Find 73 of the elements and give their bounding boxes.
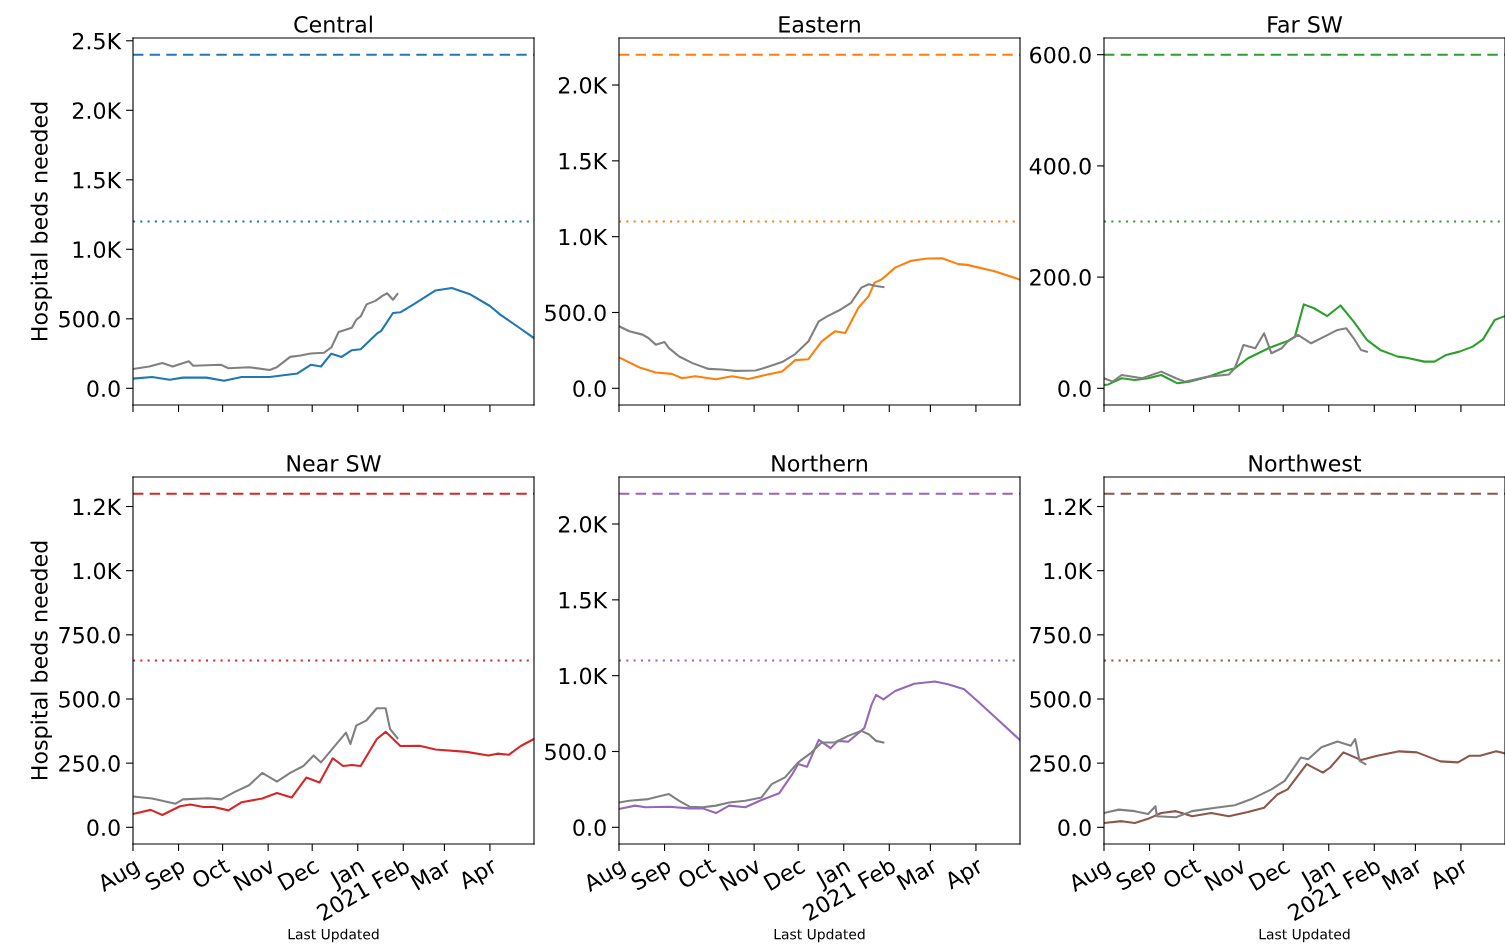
y-tick-label: 250.0	[59, 755, 120, 772]
y-tick-label: 1.0K	[559, 667, 608, 685]
x-tick-label: Mar	[410, 856, 453, 891]
x-axis-title: Last Updated	[1259, 928, 1350, 943]
y-axis-title: Hospital beds needed	[30, 102, 53, 341]
x-tick-label: Oct	[190, 856, 231, 890]
y-tick-label: 1.0K	[73, 562, 122, 580]
chart-title: Northern	[772, 454, 867, 472]
x-tick-label: Apr	[943, 856, 987, 894]
x-tick-label: Oct	[676, 856, 717, 890]
y-tick-label: 500.0	[545, 304, 606, 322]
y-tick-label: 1.0K	[73, 241, 122, 259]
y-tick-label: 500.0	[1030, 690, 1091, 708]
x-tick-label: Nov	[1203, 856, 1248, 892]
y-tick-label: 0.0	[573, 380, 606, 398]
y-tick-label: 500.0	[59, 690, 120, 708]
y-tick-label: 2.5K	[72, 32, 122, 50]
x-tick-label: Nov	[232, 856, 277, 892]
x-tick-label: Mar	[896, 856, 939, 891]
x-tick-label: Aug	[581, 857, 628, 897]
y-tick-label: 500.0	[59, 310, 120, 328]
line-series	[1104, 750, 1505, 824]
line-series	[133, 287, 534, 382]
y-tick-label: 1.5K	[73, 172, 122, 189]
line-series	[1104, 327, 1368, 383]
y-axis-title: Hospital beds needed	[30, 541, 53, 780]
line-series	[133, 292, 399, 372]
x-tick-label: Sep	[629, 856, 675, 895]
line-series	[133, 707, 399, 805]
y-tick-label: 2.0K	[558, 515, 608, 533]
y-tick-label: 600.0	[1030, 46, 1091, 64]
line-series	[1104, 737, 1367, 819]
y-tick-label: 400.0	[1029, 157, 1091, 175]
chart-title: Near SW	[287, 454, 381, 472]
y-tick-label: 750.0	[59, 626, 120, 644]
x-tick-label: Aug	[95, 857, 142, 897]
y-tick-label: 0.0	[87, 380, 120, 398]
x-axis-title: Last Updated	[288, 928, 379, 943]
line-series	[619, 283, 885, 372]
line-series	[619, 257, 1020, 381]
x-tick-label: Sep	[143, 856, 189, 895]
y-tick-label: 0.0	[87, 819, 120, 837]
y-tick-label: 750.0	[1030, 626, 1091, 644]
chart-title: Central	[294, 15, 372, 33]
chart-title: Eastern	[779, 16, 860, 33]
y-tick-label: 500.0	[545, 743, 606, 761]
y-tick-label: 1.5K	[559, 592, 608, 609]
y-tick-label: 250.0	[1030, 755, 1091, 772]
y-tick-label: 2.0K	[558, 76, 608, 94]
x-tick-label: Apr	[1428, 856, 1472, 894]
y-tick-label: 1.0K	[1044, 562, 1093, 580]
y-tick-label: 2.0K	[72, 102, 122, 120]
line-series	[619, 729, 885, 809]
chart-title: Northwest	[1249, 454, 1362, 472]
x-tick-label: Mar	[1381, 856, 1424, 891]
line-series	[619, 680, 1020, 815]
y-tick-label: 0.0	[1058, 380, 1091, 398]
y-tick-label: 1.2K	[73, 498, 122, 515]
x-tick-label: Nov	[718, 856, 763, 892]
x-tick-label: Oct	[1161, 856, 1202, 890]
x-tick-label: Aug	[1066, 857, 1113, 897]
y-tick-label: 1.0K	[559, 228, 608, 246]
x-tick-label: Sep	[1114, 856, 1160, 895]
y-tick-label: 200.0	[1030, 269, 1091, 286]
x-axis-title: Last Updated	[774, 928, 865, 943]
y-tick-label: 1.5K	[559, 153, 608, 170]
y-tick-label: 0.0	[1058, 819, 1091, 837]
line-series	[133, 730, 534, 817]
y-tick-label: 0.0	[573, 819, 606, 837]
chart-title: Far SW	[1268, 15, 1343, 33]
x-tick-label: Apr	[457, 856, 501, 894]
line-series	[1104, 303, 1505, 387]
y-tick-label: 1.2K	[1044, 498, 1093, 515]
